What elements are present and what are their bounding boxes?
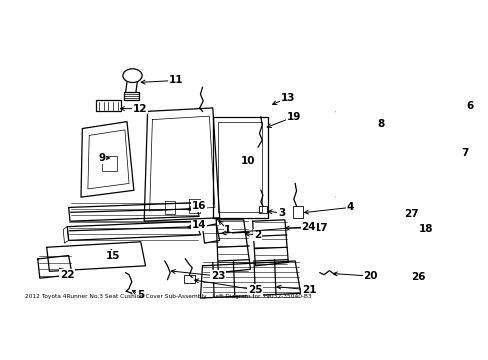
- Text: 13: 13: [281, 93, 295, 103]
- Text: 27: 27: [404, 209, 418, 219]
- Text: 1: 1: [224, 225, 231, 235]
- Text: 10: 10: [241, 156, 255, 166]
- Text: 2012 Toyota 4Runner No.3 Seat Cushion Cover Sub-Assembly , Left Diagram for 7903: 2012 Toyota 4Runner No.3 Seat Cushion Co…: [24, 294, 310, 300]
- Text: 22: 22: [60, 270, 74, 280]
- Text: 23: 23: [211, 271, 225, 281]
- Text: 6: 6: [466, 101, 473, 111]
- Text: 24: 24: [301, 222, 316, 232]
- Bar: [292, 206, 302, 219]
- Text: 19: 19: [286, 112, 301, 122]
- Text: 18: 18: [418, 224, 432, 234]
- Bar: [102, 156, 117, 171]
- Text: 7: 7: [461, 148, 468, 158]
- Text: 8: 8: [377, 119, 384, 129]
- Text: 16: 16: [191, 201, 206, 211]
- Bar: [96, 100, 121, 111]
- Text: 17: 17: [313, 223, 328, 233]
- Text: 14: 14: [191, 220, 206, 230]
- Text: 3: 3: [277, 208, 285, 218]
- Text: 12: 12: [133, 104, 147, 114]
- Text: 11: 11: [168, 76, 183, 85]
- Text: 15: 15: [106, 251, 120, 261]
- Text: 25: 25: [247, 285, 262, 295]
- Text: 26: 26: [410, 273, 425, 283]
- Text: 21: 21: [301, 285, 316, 295]
- Bar: [183, 275, 195, 283]
- Text: 20: 20: [363, 271, 377, 281]
- Text: 5: 5: [137, 290, 144, 300]
- Text: 2: 2: [253, 230, 261, 240]
- Bar: [124, 92, 139, 100]
- Text: 4: 4: [346, 202, 353, 212]
- Bar: [258, 206, 266, 213]
- Text: 9: 9: [98, 153, 105, 163]
- Bar: [218, 122, 262, 212]
